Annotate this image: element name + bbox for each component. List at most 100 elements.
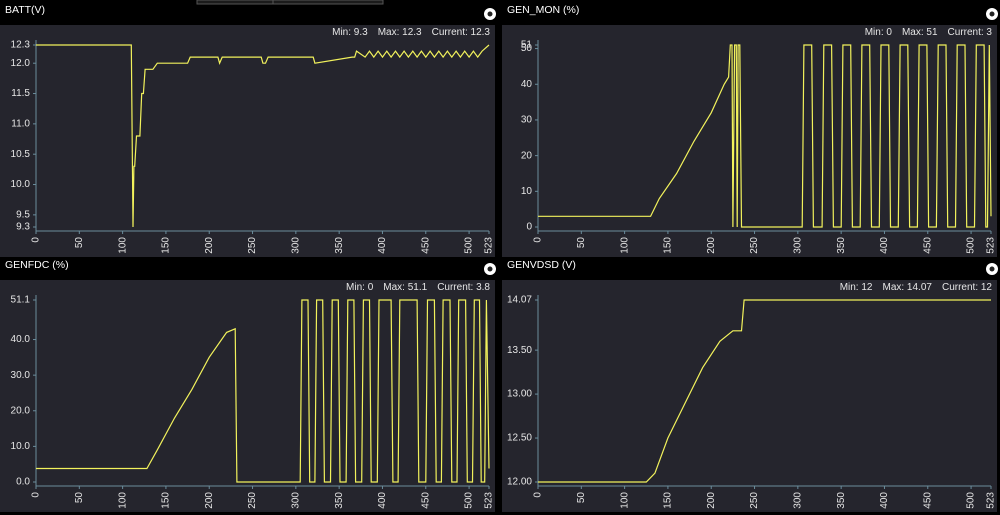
stat: Min: 9.3 [332,27,368,38]
y-tick-label: 40.0 [11,334,31,345]
x-tick-label: 200 [204,492,215,509]
x-tick-label: 150 [161,492,172,509]
x-tick-label: 400 [879,492,890,509]
x-tick-label: 150 [161,237,172,254]
panel-button-dot [989,11,995,17]
panel-button-dot [989,266,995,272]
x-tick-label: 300 [792,237,803,254]
panel-title: GENFDC (%) [5,259,69,271]
y-tick-label: 11.5 [11,88,30,99]
x-tick-label: 450 [420,492,431,509]
panel [502,25,997,257]
panel-title: BATT(V) [5,4,45,16]
stat: Min: 12 [840,282,873,293]
x-tick-label: 450 [922,237,933,254]
y-tick-label: 51.1 [11,295,31,306]
x-tick-label: 500 [464,237,475,254]
stat: Max: 51 [902,27,938,38]
x-tick-label: 450 [922,492,933,509]
stat: Current: 3.8 [437,282,490,293]
x-tick-label: 200 [706,237,717,254]
x-tick-label: 50 [576,237,587,249]
x-tick-label: 250 [247,237,258,254]
stat: Max: 12.3 [378,27,422,38]
y-tick-label: 12.00 [507,477,532,488]
x-tick-label: 100 [117,237,128,254]
stat: Max: 14.07 [882,282,932,293]
x-tick-label: 523 [484,492,495,509]
x-tick-label: 450 [420,237,431,254]
x-tick-label: 400 [377,237,388,254]
panel [502,280,997,512]
stats: Min: 9.3 Max: 12.3 Current: 12.3 [332,27,490,38]
y-tick-label: 0 [526,222,532,233]
x-tick-label: 250 [749,492,760,509]
x-tick-label: 500 [464,492,475,509]
stat: Current: 12.3 [432,27,491,38]
y-tick-label: 30 [521,115,533,126]
stats: Min: 12 Max: 14.07 Current: 12 [840,282,993,293]
x-tick-label: 200 [204,237,215,254]
stat: Min: 0 [865,27,893,38]
x-tick-label: 523 [484,237,495,254]
y-tick-label: 40 [521,79,533,90]
x-tick-label: 150 [663,237,674,254]
x-tick-label: 523 [986,237,997,254]
panel-title: GENVDSD (V) [507,259,576,271]
y-tick-label: 13.50 [507,345,532,356]
stat: Max: 51.1 [383,282,427,293]
x-tick-label: 523 [986,492,997,509]
stats: Min: 0 Max: 51.1 Current: 3.8 [346,282,490,293]
stats: Min: 0 Max: 51 Current: 3 [865,27,993,38]
panel-button-dot [487,11,493,17]
data-line [36,299,490,483]
stat: Current: 12 [942,282,992,293]
tab[interactable] [196,0,274,5]
y-tick-label: 10.0 [11,441,31,452]
panel-button-dot [487,266,493,272]
y-tick-label: 11.0 [11,119,30,130]
x-tick-label: 500 [966,237,977,254]
x-tick-label: 300 [792,492,803,509]
x-tick-label: 100 [117,492,128,509]
x-tick-label: 400 [879,237,890,254]
x-tick-label: 250 [247,492,258,509]
y-tick-label: 13.00 [507,389,532,400]
x-tick-label: 0 [31,492,42,498]
x-tick-label: 250 [749,237,760,254]
panel-title: GEN_MON (%) [507,4,579,16]
tab[interactable] [272,0,384,5]
x-tick-label: 0 [533,237,544,243]
y-tick-label: 10.0 [11,179,31,190]
x-tick-label: 50 [74,492,85,504]
y-tick-label: 0.0 [16,477,30,488]
stat: Min: 0 [346,282,374,293]
data-line [538,44,992,228]
x-tick-label: 350 [836,237,847,254]
y-tick-label: 20 [521,150,533,161]
y-tick-label: 30.0 [11,370,31,381]
y-tick-label: 12.3 [11,40,31,51]
y-tick-label: 14.07 [507,295,532,306]
y-tick-label: 10 [521,186,533,197]
y-tick-label: 20.0 [11,405,31,416]
x-tick-label: 400 [377,492,388,509]
data-line [36,44,490,228]
x-tick-label: 500 [966,492,977,509]
x-tick-label: 300 [290,237,301,254]
y-tick-label: 9.3 [16,222,30,233]
y-tick-label: 51 [521,40,533,51]
y-tick-label: 12.50 [507,433,532,444]
stat: Current: 3 [948,27,993,38]
y-tick-label: 9.5 [16,210,30,221]
y-tick-label: 50 [521,43,533,54]
x-tick-label: 50 [576,492,587,504]
y-tick-label: 10.5 [11,149,31,160]
y-tick-label: 12.0 [11,58,31,69]
x-tick-label: 0 [31,237,42,243]
x-tick-label: 150 [663,492,674,509]
panel [0,25,495,257]
x-tick-label: 100 [619,492,630,509]
